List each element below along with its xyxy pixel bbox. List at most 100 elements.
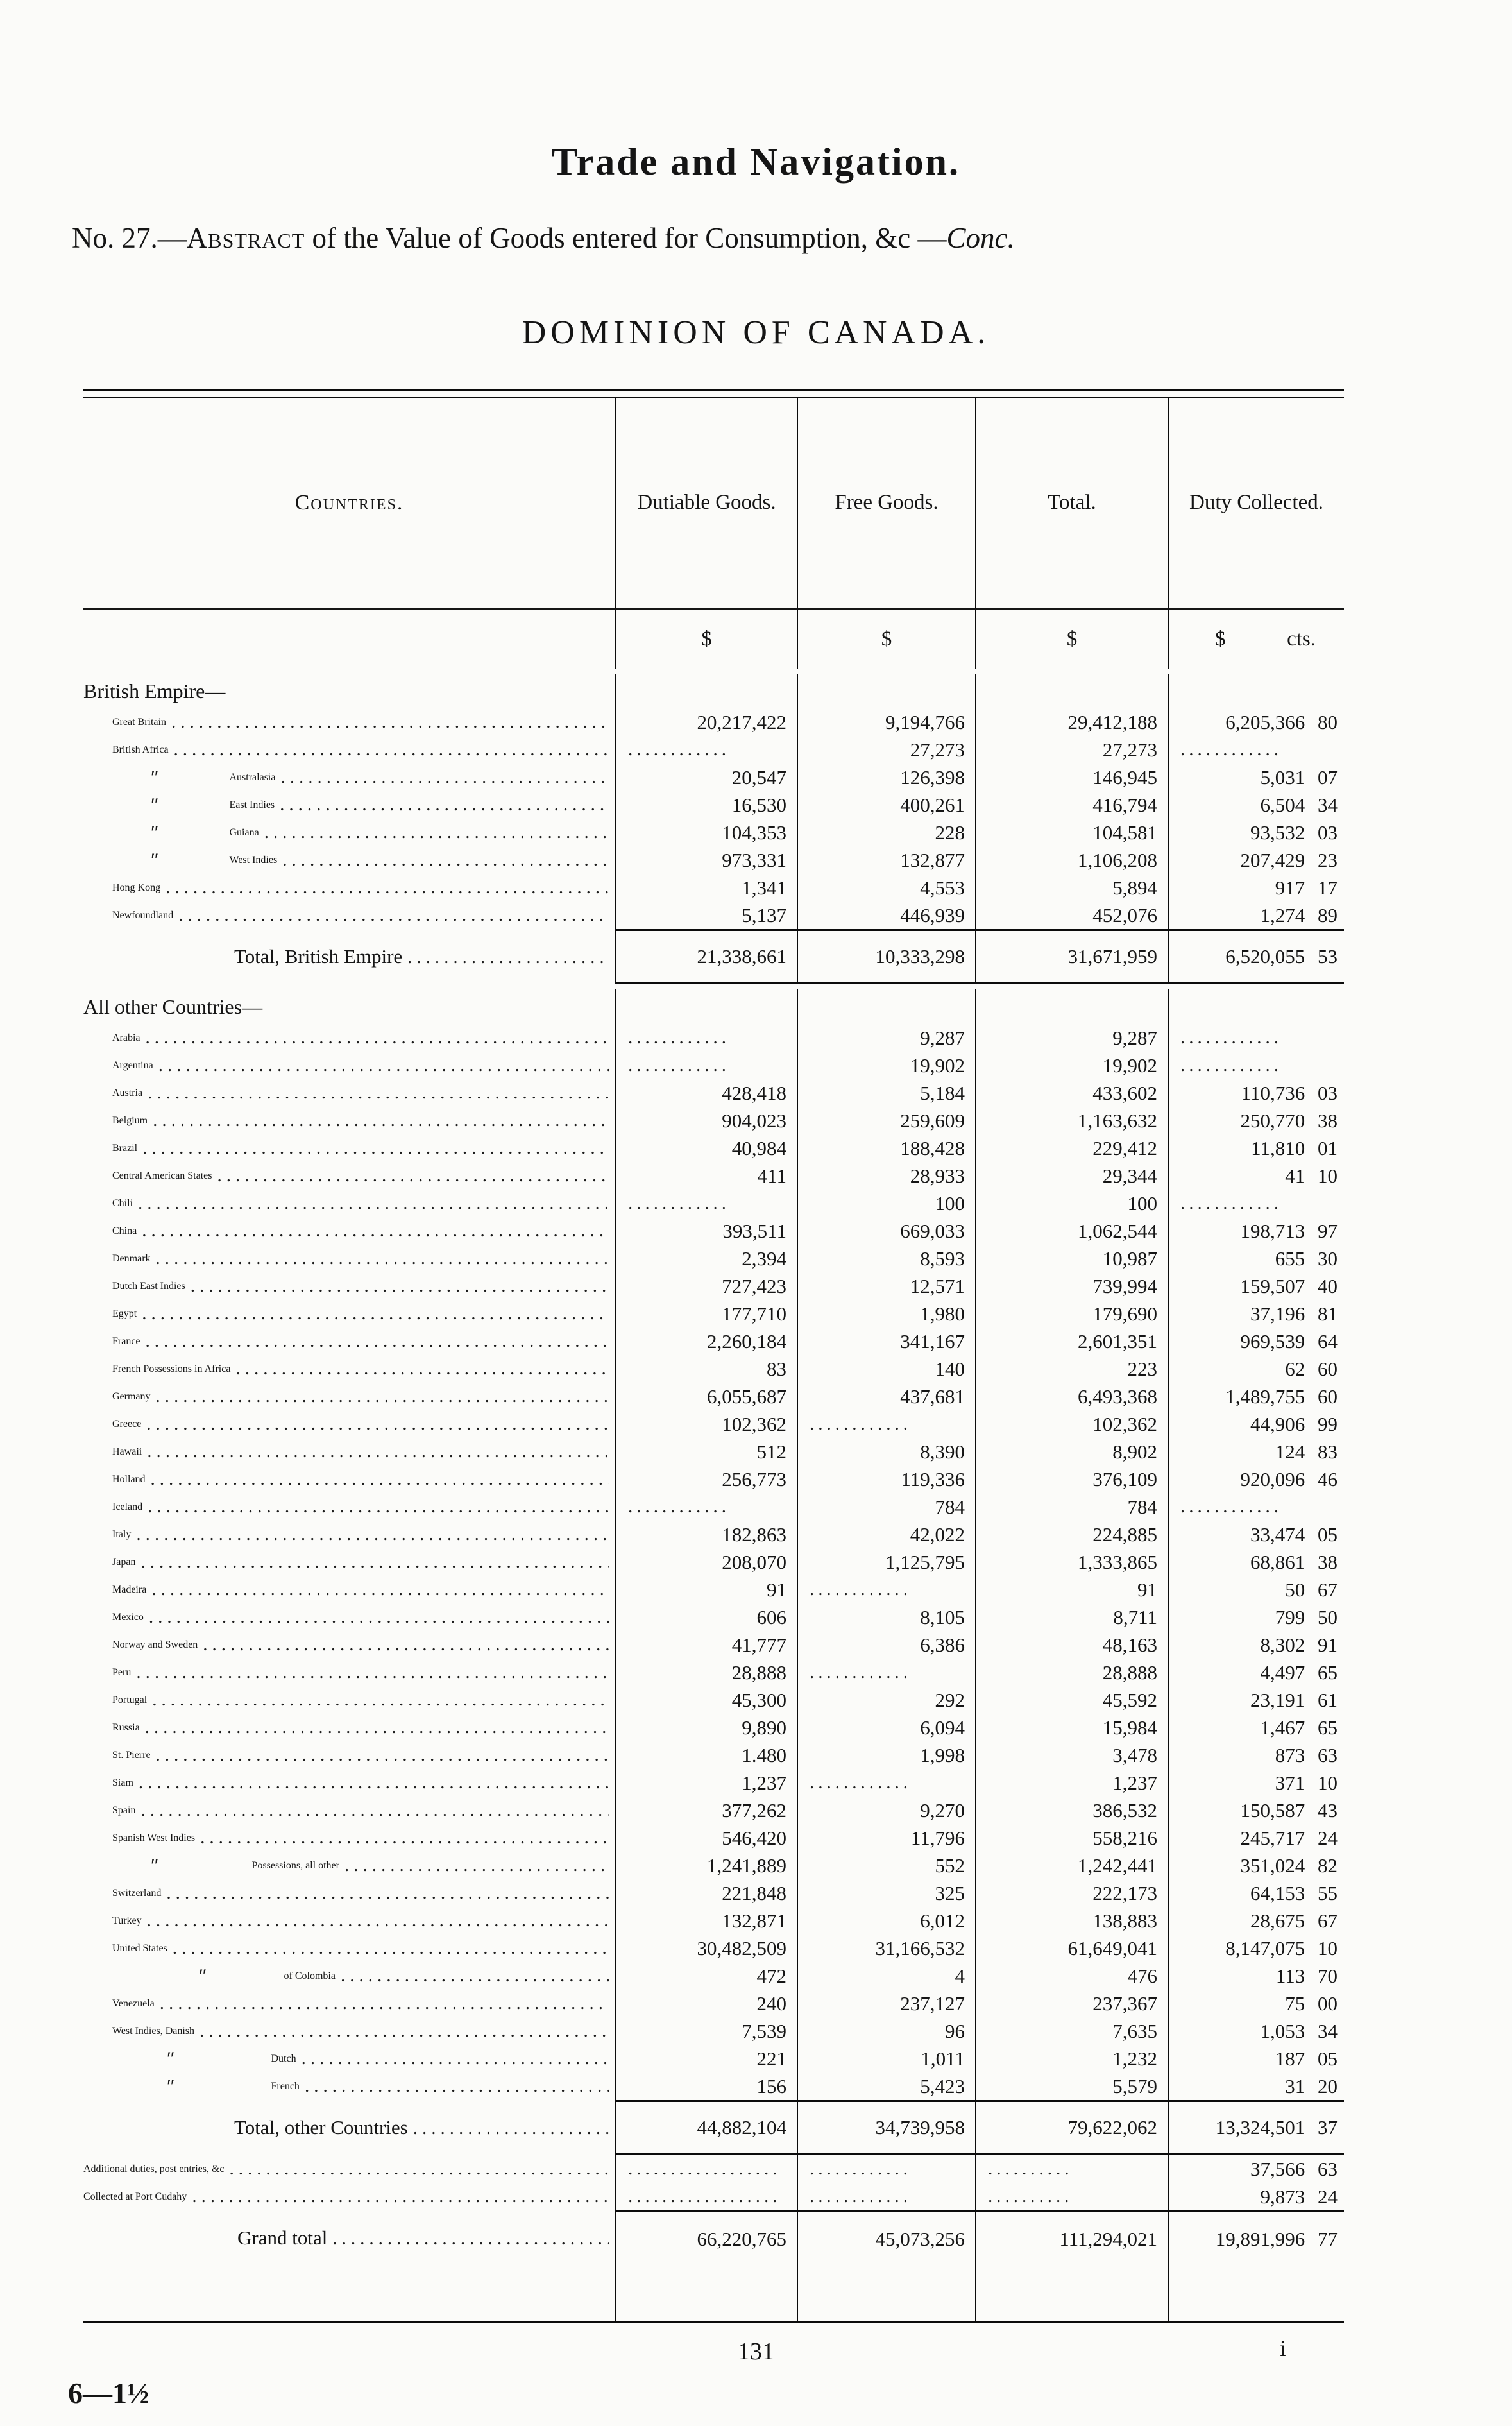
total-value: 8,902	[975, 1438, 1168, 1465]
country-label: British Africa	[112, 744, 169, 755]
free-value: 400,261	[797, 791, 975, 819]
table-row: Portugal 45,300 292 45,592 23,191 61	[83, 1686, 1344, 1714]
free-value: 1,011	[797, 2045, 975, 2072]
total-value: 1,333,865	[975, 1548, 1168, 1576]
total-value: 91	[975, 1576, 1168, 1603]
dot-leader	[280, 767, 609, 788]
total-value	[975, 2266, 1168, 2321]
heading-conc: Conc.	[946, 222, 1015, 254]
country-label: All other Countries—	[83, 995, 263, 1018]
country-cell: Mexico	[83, 1603, 615, 1631]
duty-cents-label: cts.	[1287, 627, 1316, 651]
country-label: Brazil	[112, 1142, 138, 1154]
dot-leader	[147, 1441, 609, 1462]
country-label: Venezuela	[112, 1997, 155, 2009]
country-cell: Turkey	[83, 1907, 615, 1935]
free-value: 669,033	[797, 1217, 975, 1245]
duty-value: 44,906 99	[1168, 1410, 1344, 1438]
unit-empty-cell	[83, 610, 615, 669]
duty-value: 920,096 46	[1168, 1465, 1344, 1493]
duty-value: 5,031 07	[1168, 764, 1344, 791]
duty-value: 13,324,501 37	[1168, 2100, 1344, 2155]
duty-value: 124 83	[1168, 1438, 1344, 1465]
country-label: France	[112, 1335, 140, 1347]
duty-value: 198,713 97	[1168, 1217, 1344, 1245]
ditto-mark: ″	[151, 1854, 159, 1876]
total-value: 15,984	[975, 1714, 1168, 1741]
total-value: 31,671,959	[975, 929, 1168, 984]
table-row: Egypt 177,710 1,980 179,690 37,196 81	[83, 1300, 1344, 1328]
duty-value	[1168, 674, 1344, 708]
duty-value: 159,507 40	[1168, 1272, 1344, 1300]
total-value: 416,794	[975, 791, 1168, 819]
dutiable-value	[615, 2266, 797, 2321]
total-value: 3,478	[975, 1741, 1168, 1769]
dominion-title: DOMINION OF CANADA.	[522, 314, 990, 351]
dot-leader	[140, 1551, 609, 1573]
free-value: 552	[797, 1852, 975, 1879]
dutiable-value: 156	[615, 2072, 797, 2100]
dutiable-value: 28,888	[615, 1659, 797, 1686]
dot-leader	[140, 1800, 609, 1821]
table-bottom-spacer	[83, 2266, 1344, 2321]
dot-leader	[148, 1496, 609, 1517]
country-label: Dutch East Indies	[112, 1280, 185, 1292]
country-cell: Chili	[83, 1190, 615, 1217]
country-label: East Indies	[229, 799, 275, 810]
country-label: Dutch	[271, 2053, 296, 2064]
table-row: ″ of Colombia 472 4 476 113 70	[83, 1962, 1344, 1990]
dutiable-value: 411	[615, 1162, 797, 1190]
duty-value: 62 60	[1168, 1355, 1344, 1383]
total-value: 29,412,188	[975, 708, 1168, 736]
dot-leader	[191, 1276, 609, 1297]
page-footer: 131 i 6—1½	[0, 2323, 1512, 2426]
free-value: 126,398	[797, 764, 975, 791]
dutiable-value: 132,871	[615, 1907, 797, 1935]
country-cell: Portugal	[83, 1686, 615, 1714]
country-cell: St. Pierre	[83, 1741, 615, 1769]
table-row: ″ East Indies 16,530 400,261 416,794 6,5…	[83, 791, 1344, 819]
free-value: 292	[797, 1686, 975, 1714]
dutiable-value: 428,418	[615, 1079, 797, 1107]
dutiable-value: ............	[615, 736, 797, 764]
country-label: St. Pierre	[112, 1749, 151, 1761]
dutiable-value: 240	[615, 1990, 797, 2017]
duty-value: 250,770 38	[1168, 1107, 1344, 1134]
free-value: 8,105	[797, 1603, 975, 1631]
dot-leader	[173, 1938, 609, 1959]
total-value	[975, 674, 1168, 708]
country-label: Arabia	[112, 1032, 140, 1043]
total-value: 27,273	[975, 736, 1168, 764]
ditto-mark: ″	[151, 821, 159, 843]
free-value: 6,012	[797, 1907, 975, 1935]
country-label: Iceland	[112, 1501, 143, 1512]
unit-free: $	[797, 610, 975, 669]
country-cell: Hawaii	[83, 1438, 615, 1465]
country-label: Holland	[112, 1473, 146, 1485]
total-value: 146,945	[975, 764, 1168, 791]
duty-value: 917 17	[1168, 874, 1344, 901]
table-row: Peru 28,888 ............ 28,888 4,497 65	[83, 1659, 1344, 1686]
table-row: British Empire—	[83, 674, 1344, 708]
total-value: 1,062,544	[975, 1217, 1168, 1245]
col-header-free: Free Goods.	[797, 398, 975, 610]
table-row: Japan 208,070 1,125,795 1,333,865 68,861…	[83, 1548, 1344, 1576]
total-value: ..........	[975, 2183, 1168, 2210]
country-cell: Brazil	[83, 1134, 615, 1162]
dutiable-value: 45,300	[615, 1686, 797, 1714]
free-value: 42,022	[797, 1521, 975, 1548]
country-label: Madeira	[112, 1584, 147, 1595]
table-row: Hawaii 512 8,390 8,902 124 83	[83, 1438, 1344, 1465]
table-row: Denmark 2,394 8,593 10,987 655 30	[83, 1245, 1344, 1272]
free-value: 341,167	[797, 1328, 975, 1355]
dutiable-value: 41,777	[615, 1631, 797, 1659]
dutiable-value: 472	[615, 1962, 797, 1990]
duty-value: 1,489,755 60	[1168, 1383, 1344, 1410]
total-value: 376,109	[975, 1465, 1168, 1493]
country-cell: ″ Guiana	[83, 819, 615, 846]
country-label: Japan	[112, 1556, 136, 1568]
table-row: Iceland ............ 784 784 ...........…	[83, 1493, 1344, 1521]
table-row: French Possessions in Africa 83 140 223 …	[83, 1355, 1344, 1383]
dot-leader	[151, 1469, 609, 1490]
country-label: Great Britain	[112, 716, 166, 728]
